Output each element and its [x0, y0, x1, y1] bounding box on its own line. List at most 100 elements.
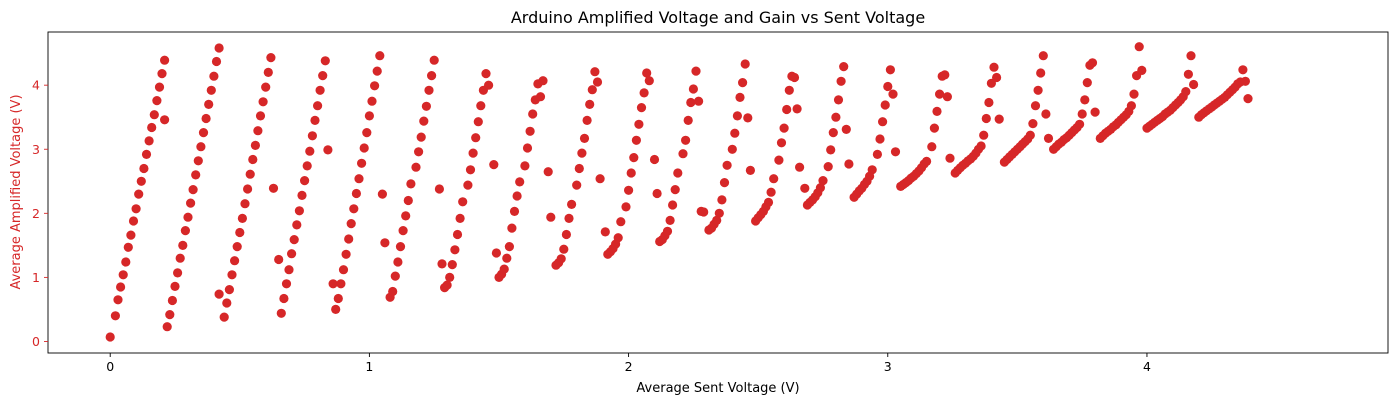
scatter-point: [328, 279, 338, 289]
scatter-point: [367, 96, 377, 106]
scatter-point: [839, 62, 849, 72]
scatter-point: [642, 68, 652, 78]
y-tick-label: 2: [32, 206, 40, 221]
scatter-point: [668, 200, 678, 210]
scatter-point: [815, 183, 826, 193]
scatter-point: [253, 126, 263, 136]
scatter-point: [828, 128, 838, 138]
scatter-point: [1181, 87, 1191, 97]
scatter-point: [782, 104, 792, 115]
scatter-point: [1129, 89, 1139, 99]
x-tick-label: 2: [625, 359, 633, 374]
scatter-point: [559, 244, 569, 254]
scatter-point: [507, 223, 517, 233]
scatter-point: [121, 257, 131, 267]
scatter-point: [740, 59, 750, 69]
scatter-point: [766, 187, 776, 197]
scatter-point: [1033, 85, 1043, 95]
scatter-point: [670, 185, 680, 195]
scatter-point: [738, 78, 748, 88]
scatter-point: [831, 112, 841, 122]
scatter-point: [564, 213, 574, 223]
scatter-point: [388, 286, 398, 297]
scatter-point: [546, 212, 556, 222]
scatter-point: [139, 163, 149, 174]
scatter-point: [691, 66, 701, 76]
scatter-point: [836, 76, 846, 86]
scatter-point: [250, 140, 260, 150]
scatter-point: [152, 96, 162, 106]
scatter-point: [305, 146, 315, 156]
scatter-point: [624, 185, 634, 195]
scatter-point: [230, 256, 240, 266]
scatter-point: [162, 322, 172, 332]
scatter-point: [227, 270, 237, 280]
scatter-point: [543, 167, 553, 177]
scatter-point: [976, 141, 986, 151]
scatter-point: [681, 135, 691, 145]
scatter-point: [515, 177, 525, 187]
scatter-point: [652, 188, 662, 199]
scatter-point: [372, 66, 382, 76]
scatter-point: [193, 156, 203, 166]
scatter-point: [600, 227, 610, 237]
scatter-point: [292, 220, 302, 230]
scatter-point: [160, 115, 170, 125]
scatter-point: [377, 189, 387, 199]
scatter-point: [201, 113, 211, 124]
scatter-point: [110, 311, 120, 321]
scatter-point: [556, 254, 566, 264]
scatter-point: [763, 197, 774, 207]
scatter-point: [450, 245, 460, 255]
scatter-point: [471, 133, 481, 143]
scatter-point: [131, 204, 141, 214]
scatter-point: [354, 174, 364, 184]
scatter-point: [289, 235, 299, 245]
scatter-point: [582, 115, 592, 125]
scatter-point: [795, 162, 805, 172]
scatter-point: [455, 213, 465, 223]
scatter-point: [476, 101, 486, 111]
scatter-point: [274, 254, 284, 265]
scatter-point: [357, 158, 367, 168]
chart-title: Arduino Amplified Voltage and Gain vs Se…: [511, 8, 925, 27]
scatter-point: [147, 122, 157, 133]
scatter-point: [844, 159, 854, 169]
scatter-point: [473, 117, 483, 127]
scatter-point: [395, 242, 406, 252]
scatter-point: [712, 215, 722, 225]
scatter-point: [525, 126, 535, 136]
scatter-point: [579, 133, 590, 143]
scatter-point: [935, 89, 945, 99]
scatter-point: [1183, 69, 1193, 79]
scatter-point: [313, 101, 323, 111]
scatter-point: [401, 211, 411, 221]
scatter-point: [178, 240, 188, 250]
scatter-point: [590, 67, 600, 77]
scatter-point: [224, 285, 234, 295]
scatter-point: [191, 170, 201, 180]
scatter-point: [341, 249, 351, 259]
scatter-point: [1137, 65, 1147, 75]
scatter-point: [561, 229, 572, 240]
scatter-point: [141, 149, 152, 159]
scatter-point: [113, 295, 123, 305]
scatter-point: [248, 154, 258, 165]
scatter-point: [792, 104, 802, 114]
scatter-point: [421, 101, 431, 111]
scatter-point: [429, 55, 439, 65]
scatter-point: [867, 165, 877, 175]
x-axis-ticks: 0 1 2 3 4: [106, 353, 1151, 374]
scatter-point: [1025, 130, 1035, 140]
scatter-point: [735, 92, 745, 102]
scatter-point: [629, 153, 639, 163]
scatter-point: [522, 143, 533, 153]
y-tick-label: 1: [32, 270, 40, 285]
scatter-point: [885, 65, 896, 75]
scatter-point: [398, 226, 408, 236]
scatter-point: [188, 185, 198, 195]
scatter-point: [1043, 133, 1054, 143]
scatter-point: [932, 106, 942, 116]
scatter-point: [717, 195, 727, 205]
scatter-point: [644, 76, 654, 86]
